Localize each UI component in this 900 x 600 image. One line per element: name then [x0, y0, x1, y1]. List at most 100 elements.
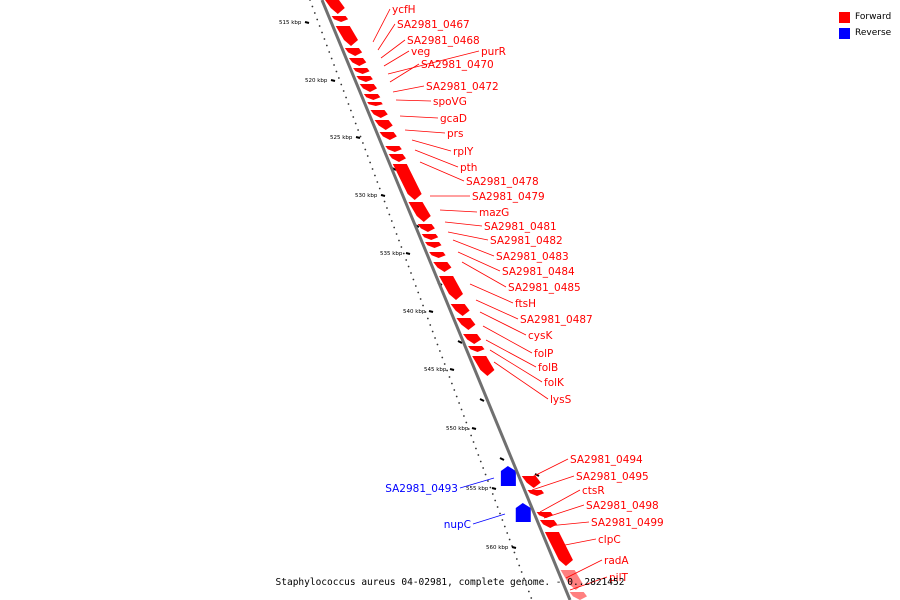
- ruler-dot: [441, 356, 444, 359]
- forward-gene-leader: [479, 311, 527, 336]
- forward-gene-block: [356, 76, 373, 82]
- forward-gene-block: [472, 356, 495, 376]
- legend-forward: Forward: [839, 9, 891, 25]
- ruler-dot: [340, 83, 343, 86]
- forward-gene-label: SA2981_0483: [496, 251, 569, 263]
- tick-label-8: 555 kbp: [466, 486, 489, 492]
- forward-gene-label: SA2981_0478: [466, 176, 539, 188]
- ruler-dot: [328, 51, 331, 53]
- forward-gene-leader: [452, 239, 495, 257]
- ruler-dot: [352, 116, 355, 118]
- ruler-dot: [508, 538, 511, 541]
- forward-gene-label: SA2981_0468: [407, 35, 480, 47]
- ruler-dot: [374, 174, 376, 177]
- forward-gene-block: [353, 68, 370, 74]
- forward-gene-leader: [531, 475, 575, 491]
- ruler-dot: [357, 129, 359, 131]
- forward-gene-leader: [482, 325, 533, 354]
- ruler-dot: [369, 161, 372, 164]
- forward-gene-leader: [404, 129, 446, 134]
- ruler-dot: [345, 96, 347, 99]
- tick-mark-major: [491, 487, 497, 490]
- forward-gene-label: SA2981_0479: [472, 191, 545, 203]
- forward-gene-leader: [469, 283, 514, 304]
- forward-gene-leader: [395, 99, 432, 102]
- tick-mark-major: [405, 252, 411, 255]
- reverse-gene-leader: [459, 477, 495, 489]
- forward-gene-block: [374, 120, 393, 130]
- forward-gene-block: [417, 224, 435, 232]
- forward-gene-label: clpC: [598, 534, 621, 546]
- forward-gene-label: SA2981_0485: [508, 282, 581, 294]
- forward-gene-label: lysS: [550, 394, 572, 406]
- ruler-dot: [325, 44, 328, 47]
- forward-gene-label: purR: [481, 46, 506, 58]
- forward-gene-label: SA2981_0472: [426, 81, 499, 93]
- forward-gene-block: [421, 234, 439, 240]
- forward-gene-leader: [389, 63, 420, 83]
- tick-label-7: 550 kbp: [446, 426, 469, 432]
- ruler-dot: [388, 213, 391, 216]
- forward-gene-label: cysK: [528, 330, 553, 342]
- forward-gene-leader: [529, 458, 569, 479]
- ruler-dot: [318, 25, 321, 27]
- forward-gene-label: pth: [460, 162, 477, 174]
- forward-gene-block: [560, 570, 583, 590]
- forward-gene-block: [348, 58, 367, 66]
- ruler-dot: [434, 337, 436, 339]
- forward-gene-leader: [414, 149, 459, 168]
- forward-gene-label: folB: [538, 362, 558, 374]
- ruler-dot: [431, 330, 434, 333]
- forward-gene-block: [544, 532, 573, 566]
- ruler-dot: [491, 493, 494, 495]
- forward-gene-label: gcaD: [440, 113, 467, 125]
- forward-gene-label: mazG: [479, 207, 509, 219]
- reverse-gene-block: [515, 503, 531, 522]
- forward-gene-block: [344, 48, 363, 56]
- ruler-dot: [335, 70, 338, 73]
- ruler-dot: [470, 434, 473, 437]
- ruler-dot: [364, 148, 367, 151]
- ruler-dot: [506, 532, 509, 534]
- forward-gene-block: [463, 334, 482, 344]
- tick-label-1: 520 kbp: [305, 78, 328, 84]
- ruler-dot: [400, 246, 403, 248]
- forward-gene-block: [331, 16, 349, 22]
- legend-reverse-label: Reverse: [855, 28, 892, 38]
- forward-gene-block: [379, 132, 397, 140]
- forward-gene-leader: [372, 8, 391, 43]
- forward-gene-block: [335, 26, 359, 46]
- forward-gene-block: [363, 94, 381, 100]
- tick-mark-major: [428, 310, 434, 313]
- forward-gene-label: SA2981_0499: [591, 517, 664, 529]
- ruler-dot: [410, 272, 412, 274]
- tick-mark-minor: [479, 398, 485, 402]
- forward-gene-block: [439, 276, 463, 300]
- ruler-dot: [482, 467, 485, 469]
- tick-label-6: 545 kbp: [424, 367, 447, 373]
- forward-gene-label: SA2981_0498: [586, 500, 659, 512]
- forward-gene-leader: [493, 361, 549, 400]
- reverse-swatch: [839, 27, 850, 39]
- forward-gene-block: [521, 476, 541, 488]
- tick-label-4: 535 kbp: [380, 251, 403, 257]
- forward-swatch: [839, 11, 850, 23]
- forward-gene-label: folP: [534, 348, 553, 360]
- ruler-dot: [448, 376, 451, 378]
- forward-gene-leader: [419, 161, 465, 182]
- forward-gene-leader: [439, 209, 478, 213]
- tick-label-0: 515 kbp: [279, 20, 302, 26]
- ruler-dot: [503, 525, 506, 528]
- ruler-dot: [475, 447, 477, 450]
- ruler-dot: [499, 512, 501, 515]
- forward-gene-label: SA2981_0495: [576, 471, 649, 483]
- forward-gene-block: [468, 346, 485, 352]
- reverse-gene-label: nupC: [444, 519, 471, 531]
- forward-gene-leader: [565, 559, 603, 579]
- ruler-dot: [376, 181, 379, 183]
- forward-gene-label: SA2981_0487: [520, 314, 593, 326]
- forward-gene-label: ycfH: [392, 4, 416, 16]
- ruler-dot: [311, 5, 314, 8]
- ruler-dot: [453, 389, 456, 391]
- ruler-dot: [460, 408, 463, 411]
